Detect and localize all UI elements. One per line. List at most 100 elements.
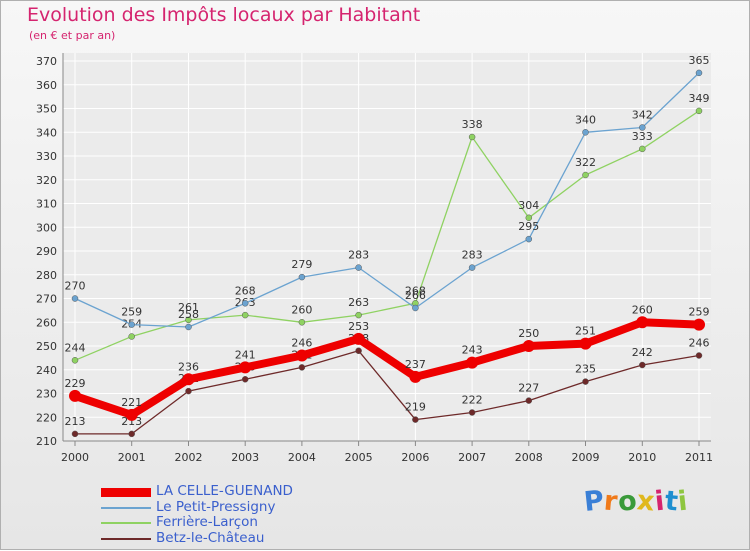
x-tick-label: 2009 [572, 451, 600, 464]
legend-label: LA CELLE-GUENAND [156, 483, 293, 499]
data-point [298, 364, 306, 371]
data-point [128, 430, 135, 438]
y-tick-label: 360 [36, 79, 57, 92]
legend-swatch [101, 506, 151, 509]
x-tick-label: 2003 [231, 451, 259, 464]
data-point [636, 316, 649, 329]
data-label: 270 [65, 280, 86, 293]
data-point [639, 124, 646, 131]
data-label: 219 [405, 401, 426, 414]
data-point [185, 316, 192, 324]
data-label: 237 [405, 358, 426, 371]
data-point [125, 408, 138, 421]
data-label: 283 [462, 249, 483, 262]
y-tick-label: 350 [36, 103, 57, 116]
proxiti-logo: Proxiti [582, 485, 689, 518]
data-label: 263 [348, 296, 369, 309]
data-point [182, 373, 195, 386]
y-tick-label: 250 [36, 340, 57, 353]
data-point [352, 332, 365, 345]
data-point [185, 323, 192, 331]
data-label: 213 [121, 415, 142, 428]
data-point [412, 416, 419, 423]
y-tick-label: 290 [36, 245, 57, 258]
data-label: 236 [178, 360, 199, 373]
data-point [525, 214, 533, 222]
chart-subtitle: (en € et par an) [29, 29, 116, 42]
x-tick-label: 2004 [288, 451, 316, 464]
data-point [355, 347, 362, 355]
data-label: 244 [65, 341, 86, 354]
y-tick-label: 230 [36, 388, 57, 401]
data-label: 246 [689, 337, 710, 350]
data-point [639, 145, 646, 153]
y-tick-label: 270 [36, 293, 57, 306]
data-point [695, 107, 703, 115]
data-label: 258 [178, 308, 199, 321]
data-label: 342 [632, 109, 653, 122]
data-label: 250 [518, 327, 539, 340]
data-label: 260 [632, 303, 653, 316]
data-label: 241 [235, 348, 256, 361]
data-point [579, 337, 592, 350]
data-point [241, 376, 249, 383]
legend-swatch [101, 537, 151, 540]
x-tick-label: 2001 [118, 451, 146, 464]
data-label: 340 [575, 113, 596, 126]
data-label: 246 [291, 337, 312, 350]
data-label: 213 [65, 415, 86, 428]
data-point [241, 300, 249, 307]
y-tick-label: 310 [36, 198, 57, 211]
data-point [128, 333, 135, 340]
data-label: 268 [405, 284, 426, 297]
y-tick-label: 320 [36, 174, 57, 187]
data-point [693, 318, 705, 331]
data-label: 365 [689, 54, 710, 67]
data-label: 279 [291, 258, 312, 271]
legend-label: Ferrière-Larçon [156, 514, 258, 530]
series-line-le-petit-pressigny [74, 72, 700, 328]
data-label: 283 [348, 249, 369, 262]
data-point [582, 129, 589, 136]
data-point [69, 389, 81, 402]
data-point [639, 361, 646, 369]
data-point [468, 409, 476, 416]
data-label: 251 [575, 325, 596, 338]
x-tick-label: 2011 [685, 451, 713, 464]
x-tick-label: 2008 [515, 451, 543, 464]
y-tick-label: 220 [36, 411, 57, 424]
series-line-ferri-re-lar-on [74, 110, 700, 361]
data-point [695, 352, 703, 359]
data-point [298, 273, 306, 281]
data-label: 222 [462, 394, 483, 407]
data-label: 221 [121, 396, 142, 409]
data-point [71, 295, 79, 302]
x-tick-label: 2007 [458, 451, 486, 464]
data-label: 229 [65, 377, 86, 390]
data-label: 333 [632, 130, 653, 143]
y-tick-label: 210 [36, 435, 57, 448]
data-point [355, 264, 362, 271]
x-tick-label: 2005 [345, 451, 373, 464]
x-tick-label: 2000 [61, 451, 89, 464]
data-point [355, 311, 362, 319]
data-point [412, 304, 419, 312]
data-point [466, 356, 479, 369]
y-tick-label: 370 [36, 55, 57, 68]
data-label: 349 [689, 92, 710, 105]
data-point [468, 264, 476, 271]
data-label: 304 [518, 199, 539, 212]
data-label: 243 [462, 344, 483, 357]
data-point [128, 321, 135, 328]
data-point [522, 340, 535, 352]
data-label: 268 [235, 284, 256, 297]
data-point [185, 387, 192, 395]
y-tick-label: 340 [36, 126, 57, 139]
legend-swatch [101, 487, 151, 497]
data-label: 227 [518, 382, 539, 395]
x-tick-label: 2006 [401, 451, 429, 464]
legend-label: Betz-le-Château [156, 529, 265, 546]
data-label: 266 [405, 289, 426, 302]
data-point [525, 397, 533, 404]
